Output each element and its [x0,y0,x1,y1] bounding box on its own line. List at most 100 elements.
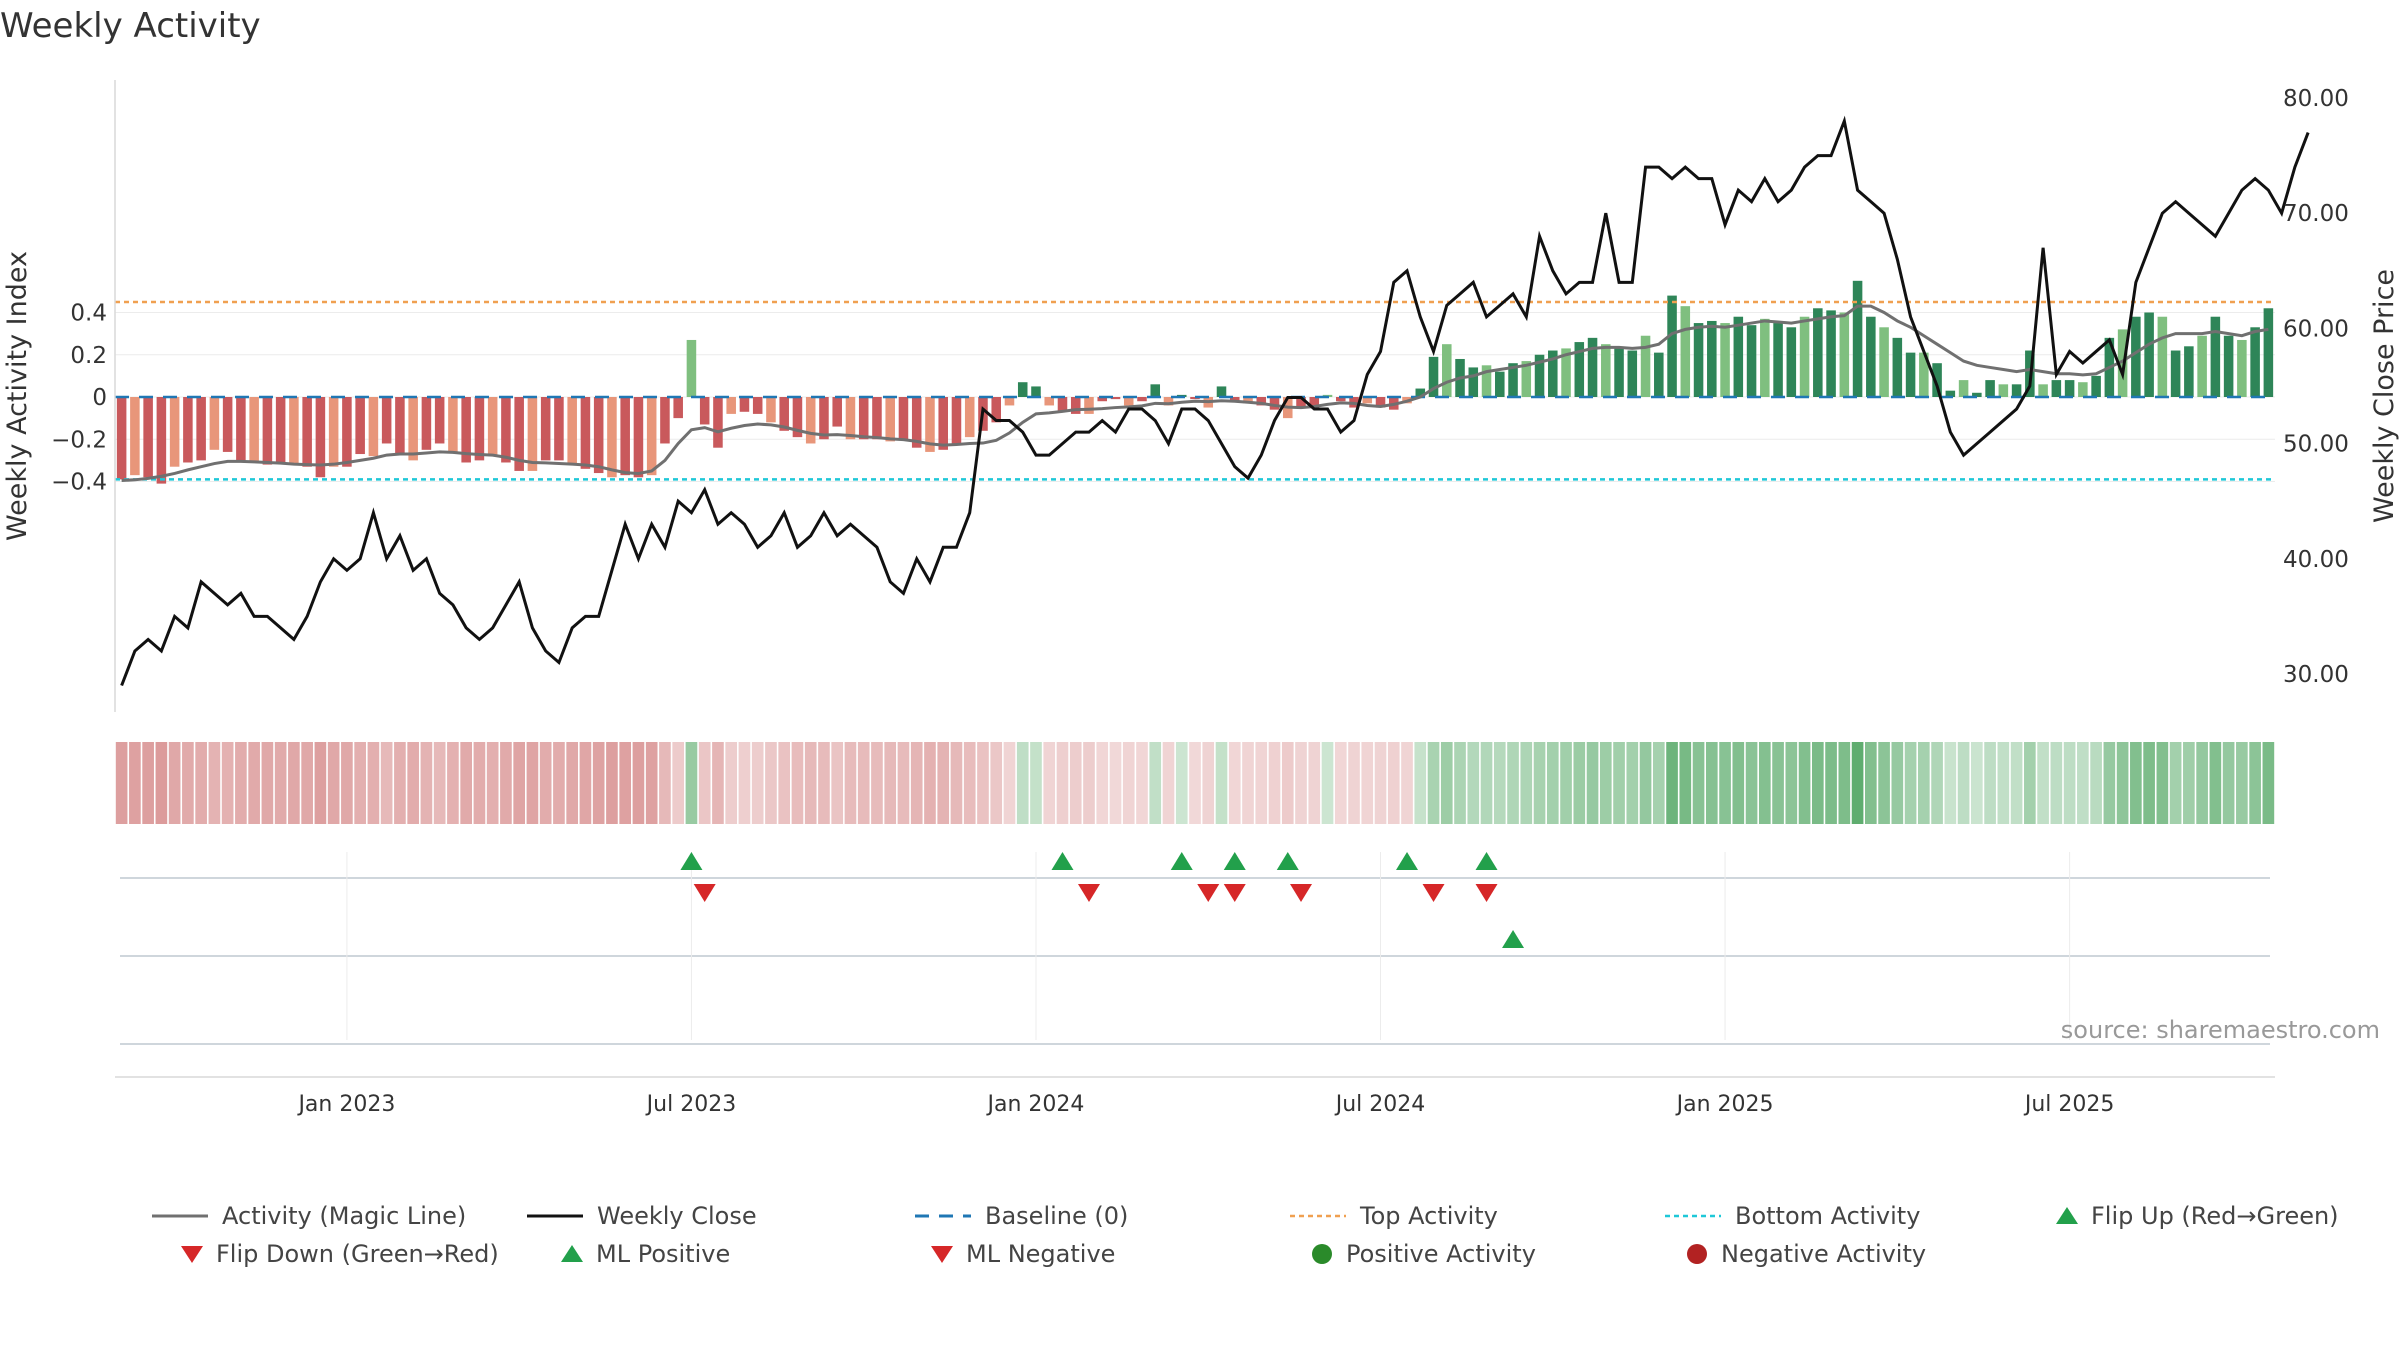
activity-bar-120 [1707,320,1717,397]
reference-lines [115,300,2275,481]
activity-bar-100 [1442,344,1452,397]
legend-icon-9 [1312,1244,1332,1264]
heat-cell-114 [1626,742,1639,824]
activity-bar-148 [2078,382,2088,397]
activity-bar-110 [1574,342,1585,397]
y2-tick-label-3: 60.00 [2283,316,2349,342]
activity-bar-157 [2197,335,2207,397]
heat-cell-5 [182,742,194,824]
heat-cell-83 [1215,742,1228,824]
heat-cell-160 [2236,742,2248,824]
activity-bar-139 [1958,380,1969,397]
activity-bar-74 [1097,397,1108,402]
y2-tick-label-1: 40.00 [2283,547,2349,573]
activity-bar-15 [315,397,326,478]
activity-bar-156 [2184,346,2194,397]
y-axis-title: Weekly Activity Index [2,251,33,541]
heat-cell-81 [1189,742,1201,824]
activity-bar-113 [1614,348,1624,397]
legend-item-6: Flip Down (Green→Red) [180,1240,499,1268]
activity-bar-108 [1548,350,1558,397]
heat-cell-115 [1639,742,1652,824]
heat-cell-155 [2169,742,2182,824]
legend-label-5: Flip Up (Red→Green) [2091,1202,2339,1230]
x-tick-label-1: Jul 2023 [645,1092,737,1117]
activity-chart: −0.4 −0.2 0 0.2 0.4 Weekly Activity Index 30.0… [2,80,2400,1117]
heat-cell-94 [1361,742,1374,824]
activity-bar-160 [2237,339,2247,397]
activity-bar-75 [1110,397,1121,400]
ml-positive-marker-4 [1276,852,1299,870]
heat-cell-57 [871,742,883,824]
activity-bar-34 [567,397,577,465]
source-label: source: sharemaestro.com [2061,1016,2380,1044]
legend-label-8: ML Negative [966,1240,1116,1268]
heat-cell-59 [897,742,910,824]
y2-tick-label-0: 30.00 [2283,662,2349,688]
heat-cell-141 [1984,742,1996,824]
heat-cell-118 [1679,742,1692,824]
activity-bar-129 [1826,310,1836,397]
heat-cell-100 [1440,742,1453,824]
activity-bar-66 [991,397,1001,423]
activity-bar-90 [1309,397,1320,408]
heat-cell-46 [725,742,738,824]
heat-cell-128 [1811,742,1824,824]
activity-bar-25 [448,397,458,452]
heat-cell-95 [1374,742,1387,824]
heat-cell-23 [420,742,433,824]
activity-bar-30 [514,397,524,471]
activity-bar-16 [328,397,339,467]
activity-bar-133 [1879,327,1889,397]
legend-icon-3 [1290,1214,1346,1218]
heat-cell-144 [2024,742,2036,824]
legend-label-7: ML Positive [596,1240,731,1268]
activity-bar-21 [395,397,405,455]
activity-bar-54 [832,397,842,427]
activity-bar-142 [1998,384,2009,397]
activity-bar-8 [222,397,233,452]
x-tick-label-3: Jul 2024 [1334,1092,1426,1117]
activity-bar-43 [686,339,697,397]
heat-cell-143 [2010,742,2023,824]
legend-icon-8 [931,1246,953,1263]
ml-negative-marker-3 [1223,884,1246,902]
legend-icon-1 [527,1214,583,1218]
heat-cell-45 [712,742,724,824]
heat-cell-104 [1493,742,1506,824]
activity-bar-106 [1521,361,1532,397]
activity-bar-112 [1601,344,1611,397]
heat-cell-162 [2262,742,2275,824]
activity-bar-4 [169,397,180,467]
y-tick-label-3: 0.2 [70,343,107,369]
legend-icon-7 [561,1245,583,1262]
heat-cell-29 [500,742,512,824]
legend-icon-2 [915,1214,971,1218]
activity-bar-118 [1680,306,1691,397]
heat-cell-33 [553,742,565,824]
heat-cell-106 [1520,742,1533,824]
activity-bar-2 [143,397,153,478]
activity-bar-63 [951,397,962,444]
heat-cell-153 [2143,742,2155,824]
activity-bar-117 [1667,295,1677,397]
activity-bar-23 [421,397,432,450]
activity-bar-36 [593,397,604,474]
heat-cell-102 [1467,742,1480,824]
activity-bar-70 [1044,397,1055,406]
activity-bar-115 [1640,335,1651,397]
heat-cell-159 [2222,742,2235,824]
activity-bar-27 [474,397,485,461]
heat-cell-53 [818,742,830,824]
activity-bar-38 [620,397,630,476]
activity-bar-56 [858,397,869,440]
heat-cell-48 [751,742,764,824]
heat-cell-50 [778,742,791,824]
heat-cell-121 [1719,742,1731,824]
heat-cell-152 [2130,742,2142,824]
activity-bar-128 [1813,308,1823,397]
heat-cell-52 [804,742,817,824]
activity-bar-59 [898,397,909,440]
activity-bar-49 [766,397,776,423]
activity-bar-104 [1495,371,1505,397]
